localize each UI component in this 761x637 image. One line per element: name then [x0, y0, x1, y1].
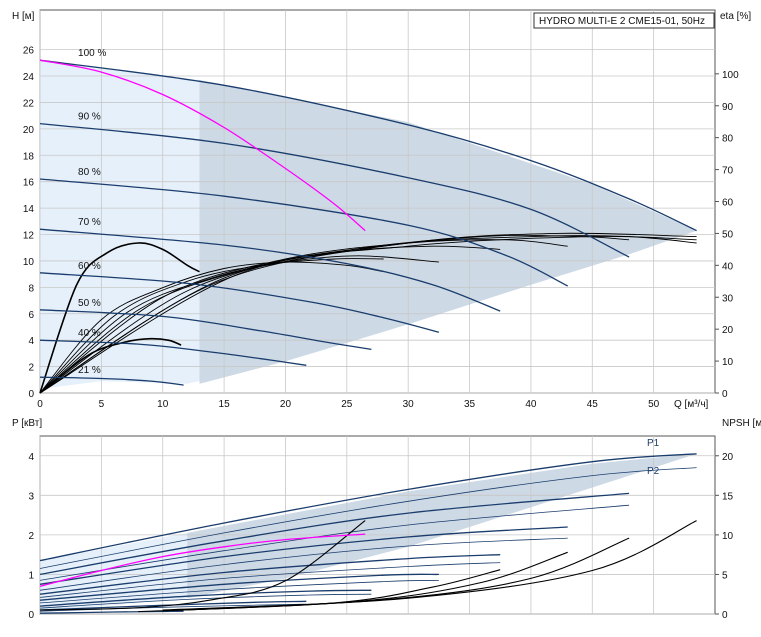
top-y-tick-label: 14	[23, 204, 35, 215]
top-x-tick-label: 40	[525, 399, 537, 410]
p2-curve-7	[39, 603, 307, 612]
top-x-tick-label: 0	[37, 399, 43, 410]
top-x-tick-label: 5	[99, 399, 105, 410]
eta-curve-3	[39, 261, 384, 394]
eta-curve-2	[39, 337, 182, 394]
y2-axis-label-npsh: NPSH [м]	[722, 418, 761, 429]
top-y2-tick-label: 20	[722, 325, 734, 336]
title-box: HYDRO MULTI-E 2 CME15-01, 50Hz	[533, 12, 715, 29]
speed-curve-100pct	[39, 59, 697, 232]
p1-curve-7	[39, 600, 307, 611]
eta-curve-10	[39, 232, 697, 394]
bottom-y-tick-label: 1	[28, 570, 34, 581]
p1-curve-6	[39, 589, 372, 607]
top-y2-tick-label: 10	[722, 357, 734, 368]
top-y-tick-label: 4	[28, 336, 34, 347]
y-axis-label-h: H [м]	[12, 11, 35, 22]
speed-curve-90pct	[39, 122, 630, 258]
speed-label: 40 %	[78, 328, 101, 339]
y-axis-label-p: P [кВт]	[12, 418, 42, 429]
top-x-tick-label: 25	[341, 399, 353, 410]
bottom-envelope	[187, 453, 697, 612]
chart-title: HYDRO MULTI-E 2 CME15-01, 50Hz	[539, 16, 705, 27]
p1-curve-5	[39, 573, 439, 601]
top-y-tick-label: 12	[23, 231, 35, 242]
top-y-tick-label: 0	[28, 389, 34, 400]
eta-curve-4	[39, 258, 384, 394]
speed-curve-50pct	[39, 309, 372, 351]
speed-curve-21pct	[39, 376, 184, 386]
top-y-tick-label: 6	[28, 310, 34, 321]
bottom-y2-tick-label: 0	[722, 610, 728, 621]
speed-label: 50 %	[78, 298, 101, 309]
top-x-tick-label: 45	[587, 399, 599, 410]
top-y-tick-label: 16	[23, 178, 35, 189]
speed-curve-80pct	[39, 178, 568, 287]
top-y-tick-label: 20	[23, 125, 35, 136]
bottom-y2-tick-label: 10	[722, 531, 734, 542]
top-y2-tick-label: 50	[722, 229, 734, 240]
speed-label: 90 %	[78, 112, 101, 123]
top-y-tick-label: 22	[23, 98, 35, 109]
top-x-tick-label: 35	[464, 399, 476, 410]
top-y-tick-label: 18	[23, 151, 35, 162]
speed-curve-40pct	[39, 339, 307, 366]
p1-curve-1	[39, 453, 697, 562]
eta-curve-11	[39, 235, 697, 394]
bottom-y-tick-label: 4	[28, 452, 34, 463]
top-x-tick-label: 15	[219, 399, 231, 410]
top-y-tick-label: 10	[23, 257, 35, 268]
top-y2-tick-label: 30	[722, 293, 734, 304]
bottom-y2-tick-label: 15	[722, 491, 734, 502]
top-y2-tick-label: 80	[722, 134, 734, 145]
bottom-y2-tick-label: 5	[722, 570, 728, 581]
bottom-y2-tick-label: 20	[722, 452, 734, 463]
p2-curve-3	[39, 537, 568, 591]
top-x-tick-label: 30	[403, 399, 415, 410]
bottom-y-tick-label: 3	[28, 491, 34, 502]
p1-curve-3	[39, 526, 568, 585]
speed-label: 21 %	[78, 365, 101, 376]
speed-label: 60 %	[78, 261, 101, 272]
top-y2-tick-label: 0	[722, 389, 728, 400]
npsh-curve-1	[39, 520, 366, 611]
top-envelope	[199, 60, 697, 389]
top-y2-tick-label: 90	[722, 102, 734, 113]
p2-curve-4	[39, 562, 501, 598]
top-y2-tick-label: 60	[722, 198, 734, 209]
p1-label: P1	[647, 438, 660, 449]
p2-curve-1	[39, 467, 697, 569]
top-y-tick-label: 8	[28, 283, 34, 294]
p1-curve-8	[39, 610, 184, 614]
x-axis-label-q-top: Q [м³/ч]	[674, 399, 709, 410]
top-y2-tick-label: 70	[722, 166, 734, 177]
duty-curve	[39, 59, 366, 232]
bottom-panel: 0 1 2 3 4 0 5 10 15 20 P1 P2	[28, 435, 734, 621]
top-x-tick-label: 10	[157, 399, 169, 410]
top-y2-tick-label: 40	[722, 261, 734, 272]
duty-curve-power	[39, 533, 366, 587]
npsh-curve-5	[138, 569, 501, 613]
speed-label: 70 %	[78, 217, 101, 228]
speed-curve-70pct	[39, 228, 501, 312]
eta-curve-1	[39, 242, 200, 394]
top-y-tick-label: 24	[23, 72, 35, 83]
p1-curve-4	[39, 554, 501, 595]
y2-axis-label-eta: eta [%]	[720, 11, 751, 22]
top-y2-tick-label: 100	[722, 70, 739, 81]
top-panel: 0246810121416182022242601020304050607080…	[23, 9, 739, 410]
bottom-y-tick-label: 2	[28, 531, 34, 542]
top-y-tick-label: 26	[23, 46, 35, 57]
speed-label: 100 %	[78, 48, 106, 59]
bottom-y-tick-label: 0	[28, 610, 34, 621]
speed-label: 80 %	[78, 167, 101, 178]
top-x-tick-label: 20	[280, 399, 292, 410]
p1-curve-2	[39, 492, 630, 576]
p2-label: P2	[647, 466, 660, 477]
speed-curve-60pct	[39, 272, 440, 333]
p2-curve-2	[39, 504, 630, 581]
top-y-tick-label: 2	[28, 363, 34, 374]
top-x-tick-label: 50	[648, 399, 660, 410]
